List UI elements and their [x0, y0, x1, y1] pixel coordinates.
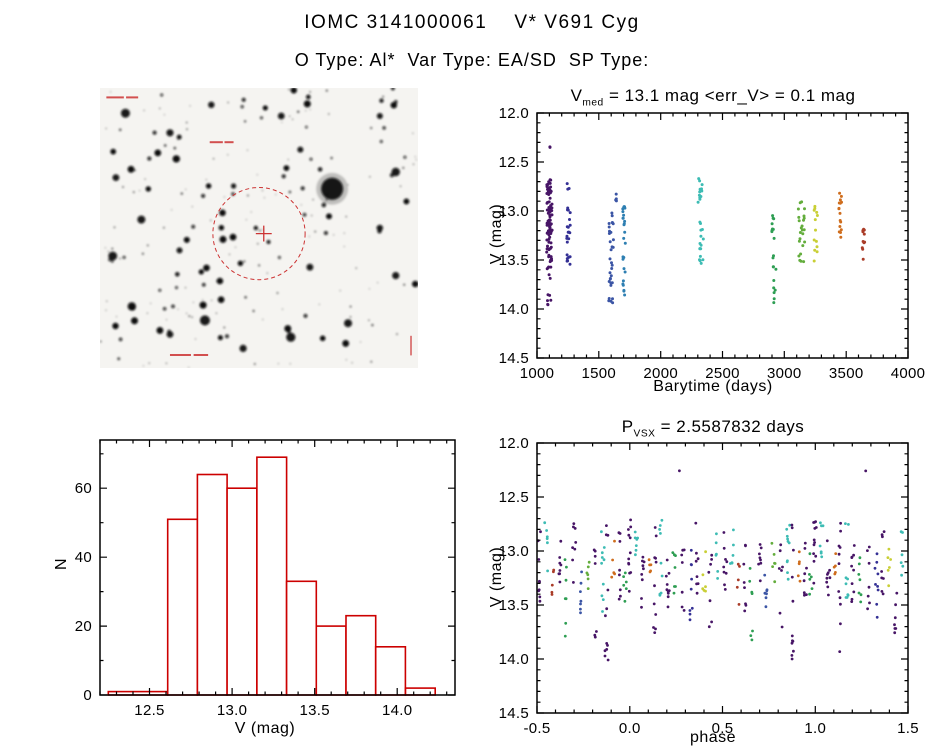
target-cross-marker [255, 225, 272, 242]
x-tick-label: 1500 [582, 365, 617, 382]
x-tick-label: 12.5 [134, 702, 164, 719]
data-points [536, 469, 905, 662]
y-tick-label: 14.5 [499, 705, 529, 722]
lightcurve-plot: 1000 1500 2000 2500 3000 3500 4000 12.0 12.5 13.0… [499, 105, 926, 382]
data-points [545, 145, 867, 307]
x-tick-label: 4000 [891, 365, 926, 382]
histogram-bars [107, 456, 437, 696]
x-tick-label: 3000 [767, 365, 802, 382]
finder-chart [99, 86, 419, 369]
y-tick-label: 14.0 [499, 651, 529, 668]
x-tick-label: -0.5 [523, 720, 550, 737]
y-tick-label: 0 [83, 687, 92, 704]
y-tick-label: 13.5 [499, 252, 529, 269]
y-tick-label: 40 [75, 549, 92, 566]
x-tick-label: 13.5 [299, 702, 329, 719]
y-tick-label: 12.0 [499, 435, 529, 452]
x-tick-label: 1.0 [804, 720, 826, 737]
y-tick-label: 12.0 [499, 105, 529, 122]
page-title: IOMC 3141000061 V* V691 Cyg [304, 12, 640, 33]
finder-chart-image [99, 86, 419, 369]
page-subtitle: O Type: Al* Var Type: EA/SD SP Type: [294, 50, 650, 70]
phase-title-sub: VSX [633, 428, 656, 440]
y-tick-label: 60 [75, 480, 92, 497]
x-tick-label: 3500 [829, 365, 864, 382]
plot-frame [536, 112, 909, 359]
phase-plot-title: PVSX = 2.5587832 days [482, 417, 944, 439]
annotation-text-smudge [169, 354, 209, 356]
phase-title-main: P [621, 417, 634, 436]
y-tick-label: 13.5 [499, 597, 529, 614]
phase-plot-xlabel: phase [689, 729, 737, 746]
lightcurve-title-main: V [570, 86, 583, 105]
y-tick-label: 13.0 [499, 203, 529, 220]
annotation-text-smudge [209, 141, 234, 144]
target-circle-marker [212, 186, 306, 281]
x-tick-label: 2000 [643, 365, 678, 382]
plot-frame [99, 439, 456, 696]
tick-marks [99, 440, 455, 696]
x-tick-label: 14.0 [382, 702, 412, 719]
y-tick-label: 12.5 [499, 489, 529, 506]
y-tick-label: 20 [75, 618, 92, 635]
lightcurve-title-rest: = 13.1 mag <err_V> = 0.1 mag [603, 86, 856, 105]
histogram-plot: 12.5 13.0 13.5 14.0 0 20 40 60 [75, 439, 456, 719]
tick-marks [536, 112, 909, 359]
y-tick-label: 14.5 [499, 350, 529, 367]
x-tick-label: 0.5 [712, 720, 734, 737]
x-tick-label: 1000 [520, 365, 555, 382]
x-tick-label: 0.0 [619, 720, 641, 737]
tick-marks [536, 442, 909, 714]
y-tick-label: 12.5 [499, 154, 529, 171]
x-tick-label: 2500 [705, 365, 740, 382]
plot-frame [536, 442, 909, 714]
lightcurve-title-sub: med [582, 97, 604, 109]
finder-background [100, 88, 418, 368]
y-tick-label: 13.0 [499, 543, 529, 560]
annotation-text-smudge [106, 96, 139, 99]
phase-plot: -0.5 0.0 0.5 1.0 1.5 12.0 12.5 13.0 13.5 14.0 14.5 [499, 435, 919, 737]
x-tick-label: 1.5 [897, 720, 919, 737]
lightcurve-title: Vmed = 13.1 mag <err_V> = 0.1 mag [482, 86, 944, 108]
phase-title-rest: = 2.5587832 days [655, 417, 805, 436]
y-tick-label: 14.0 [499, 301, 529, 318]
x-tick-label: 13.0 [217, 702, 247, 719]
lightcurve-xlabel: Barytime (days) [653, 378, 773, 395]
histogram-xlabel: V (mag) [234, 720, 296, 737]
star-field [99, 86, 419, 369]
